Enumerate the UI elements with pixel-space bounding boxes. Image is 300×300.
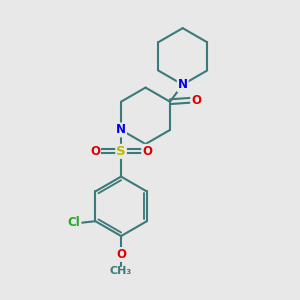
Text: N: N	[178, 78, 188, 91]
Text: CH₃: CH₃	[110, 266, 132, 276]
Text: N: N	[116, 123, 126, 136]
Text: O: O	[191, 94, 201, 107]
Text: S: S	[116, 145, 126, 158]
Text: O: O	[90, 145, 100, 158]
Text: Cl: Cl	[68, 216, 80, 229]
Text: O: O	[142, 145, 152, 158]
Text: O: O	[116, 248, 126, 261]
